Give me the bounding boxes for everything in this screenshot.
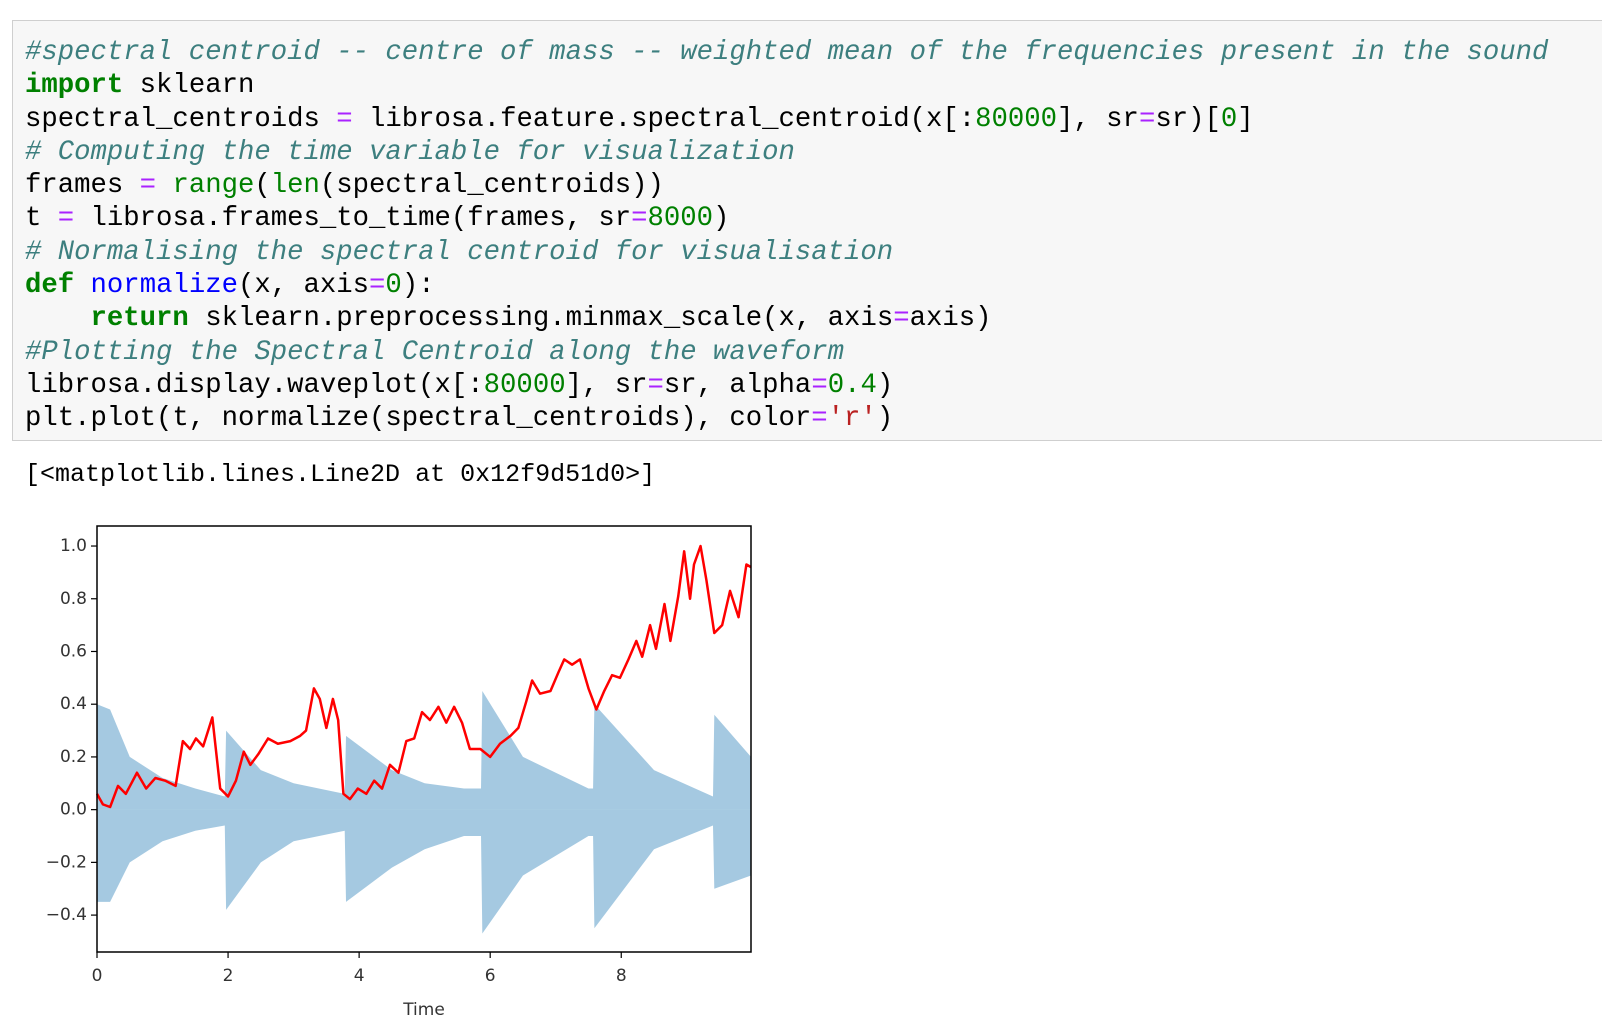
code-token: (x, axis: [237, 270, 370, 302]
code-token: sr)[: [1155, 103, 1221, 135]
x-tick-label: 2: [223, 966, 234, 986]
code-line: #spectral centroid -- centre of mass -- …: [25, 36, 1548, 69]
code-token: =: [139, 170, 157, 202]
code-token: librosa.frames_to_time(frames, sr: [74, 203, 632, 235]
code-token: #spectral centroid -- centre of mass -- …: [25, 37, 1549, 68]
code-line: # Normalising the spectral centroid for …: [25, 236, 1548, 269]
cell-output: [<matplotlib.lines.Line2D at 0x12f9d51d0…: [25, 460, 656, 489]
code-token: 8000: [647, 203, 714, 235]
y-tick-label: 1.0: [60, 536, 87, 556]
code-token: ]: [1237, 103, 1254, 135]
code-token: librosa.display.waveplot(x[:: [25, 369, 484, 401]
y-tick-label: 0.8: [60, 589, 87, 609]
code-token: sklearn: [123, 70, 255, 102]
code-cell[interactable]: #spectral centroid -- centre of mass -- …: [12, 20, 1602, 441]
code-line: import sklearn: [25, 69, 1548, 102]
code-line: spectral_centroids = librosa.feature.spe…: [25, 103, 1548, 136]
code-token: ], sr: [565, 369, 648, 401]
code-line: # Computing the time variable for visual…: [25, 136, 1548, 169]
code-token: =: [893, 303, 910, 335]
code-token: =: [631, 203, 648, 235]
code-line: plt.plot(t, normalize(spectral_centroids…: [25, 402, 1548, 435]
code-token: (spectral_centroids)): [319, 170, 664, 202]
y-tick-label: 0.4: [60, 694, 87, 714]
code-token: len: [270, 170, 320, 202]
code-token: def: [25, 270, 75, 302]
code-token: =: [811, 369, 828, 401]
code-line: def normalize(x, axis=0):: [25, 269, 1548, 302]
code-token: ], sr: [1057, 103, 1139, 135]
x-tick-label: 4: [354, 966, 365, 986]
code-line: librosa.display.waveplot(x[:80000], sr=s…: [25, 369, 1548, 402]
code-token: =: [811, 403, 828, 435]
code-token: =: [57, 203, 75, 235]
code-token: 0: [1220, 103, 1238, 135]
code-token: t: [25, 203, 58, 235]
code-token: normalize: [90, 270, 238, 302]
code-token: spectral_centroids: [25, 103, 337, 135]
waveform-lower: [97, 809, 751, 934]
x-tick-label: 8: [616, 966, 627, 986]
code-token: sr, alpha: [663, 369, 812, 401]
x-axis-label: Time: [402, 1000, 445, 1020]
code-token: # Computing the time variable for visual…: [25, 136, 795, 168]
code-token: =: [369, 270, 386, 302]
code-line: return sklearn.preprocessing.minmax_scal…: [25, 302, 1548, 335]
code-token: ): [876, 369, 894, 401]
code-token: sklearn.preprocessing.minmax_scale(x, ax…: [188, 303, 894, 335]
code-token: range: [172, 170, 255, 202]
code-token: frames: [25, 170, 140, 202]
code-token: 80000: [975, 103, 1058, 135]
code-token: ):: [401, 270, 435, 302]
x-tick-label: 0: [92, 966, 103, 986]
code-token: plt.plot(t, normalize(spectral_centroids…: [25, 403, 812, 435]
centroid-line: [95, 544, 752, 809]
code-token: ): [876, 403, 894, 435]
code-token: import: [25, 70, 124, 102]
code-token: 0: [385, 270, 402, 302]
code-token: # Normalising the spectral centroid for …: [25, 236, 894, 268]
code-token: return: [90, 303, 189, 335]
axes-frame: [96, 525, 752, 953]
code-token: (: [254, 170, 271, 202]
code-token: =: [647, 369, 664, 401]
code-token: =: [336, 103, 353, 135]
code-token: 'r': [827, 403, 877, 435]
code-token: 0.4: [827, 369, 877, 401]
code-token: #Plotting the Spectral Centroid along th…: [25, 336, 845, 368]
y-tick-label: −0.2: [46, 852, 87, 872]
code-token: ): [713, 203, 730, 235]
y-tick-label: 0.0: [60, 800, 87, 820]
code-line: #Plotting the Spectral Centroid along th…: [25, 336, 1548, 369]
y-tick-label: 0.2: [60, 747, 87, 767]
waveform-upper: [97, 691, 751, 810]
code-token: =: [1138, 103, 1156, 135]
x-tick-label: 6: [485, 966, 496, 986]
code-line: frames = range(len(spectral_centroids)): [25, 169, 1548, 202]
code-line: t = librosa.frames_to_time(frames, sr=80…: [25, 202, 1548, 235]
code-token: axis): [909, 303, 992, 335]
y-tick-label: −0.4: [46, 905, 87, 925]
code-token: librosa.feature.spectral_centroid(x[:: [352, 103, 976, 135]
code-token: 80000: [483, 369, 566, 401]
y-tick-label: 0.6: [60, 641, 87, 661]
code: #spectral centroid -- centre of mass -- …: [25, 36, 1548, 436]
